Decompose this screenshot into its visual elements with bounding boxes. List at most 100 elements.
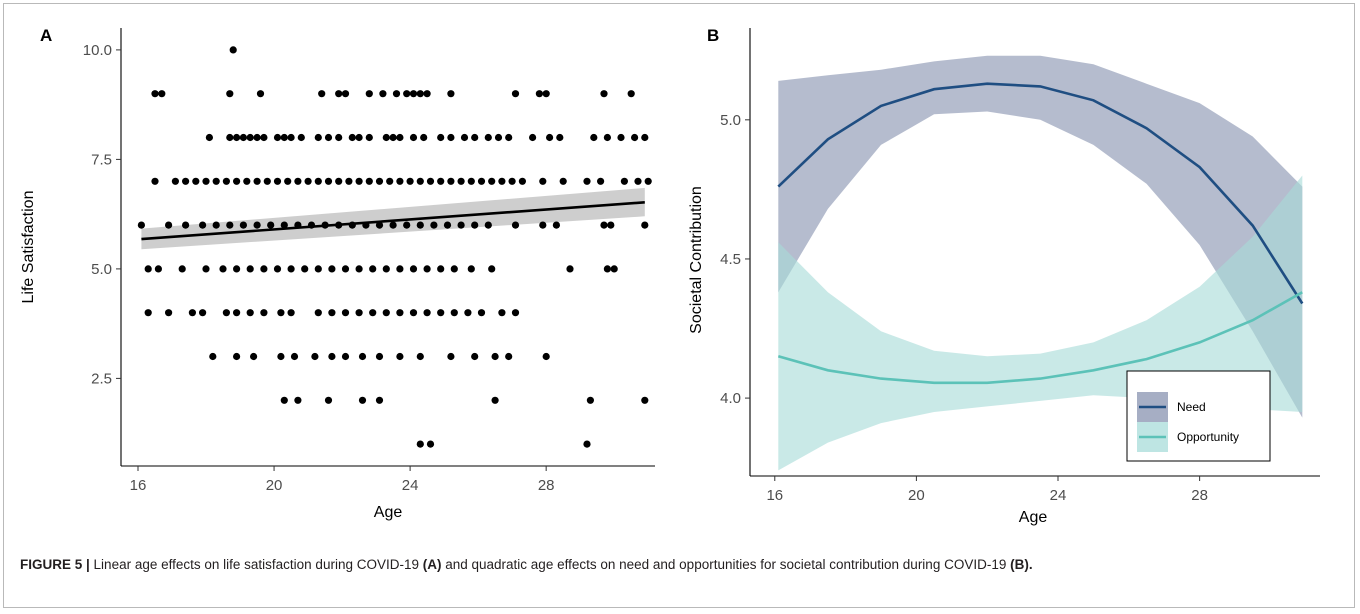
data-point <box>416 440 424 448</box>
data-point <box>396 352 404 361</box>
x-tick-label: 28 <box>538 477 555 494</box>
data-point <box>287 133 295 142</box>
data-point <box>389 133 397 142</box>
x-tick-label: 16 <box>130 477 147 494</box>
data-point <box>341 90 350 98</box>
data-point <box>597 177 605 185</box>
data-point <box>409 133 418 142</box>
data-point <box>406 177 414 185</box>
data-point <box>209 352 217 361</box>
data-point <box>233 265 241 273</box>
data-point <box>233 352 241 361</box>
data-point <box>369 309 377 317</box>
data-point <box>246 309 254 317</box>
data-point <box>192 177 200 185</box>
data-point <box>396 265 404 273</box>
data-point <box>250 352 258 361</box>
data-point <box>182 177 190 185</box>
data-point <box>443 221 452 229</box>
x-tick-label: 24 <box>1050 487 1067 504</box>
data-point <box>447 352 455 361</box>
data-point <box>243 177 251 185</box>
data-point <box>239 133 247 142</box>
data-point <box>631 133 639 142</box>
panel-a-y-axis-title: Life Satisfaction <box>20 191 37 304</box>
data-point <box>603 265 612 273</box>
regression-line <box>141 201 645 241</box>
data-point <box>559 177 567 185</box>
figure-caption: FIGURE 5 | Linear age effects on life sa… <box>20 555 1340 575</box>
data-point <box>290 352 299 361</box>
data-point <box>426 440 435 448</box>
data-point <box>171 177 179 185</box>
data-point <box>409 90 418 98</box>
data-point <box>437 265 445 273</box>
data-point <box>263 177 271 185</box>
data-point <box>375 396 384 404</box>
data-point <box>542 352 550 361</box>
data-point <box>511 309 520 317</box>
data-point <box>154 265 162 273</box>
data-point <box>529 133 537 142</box>
data-point <box>375 221 384 229</box>
data-point <box>396 133 404 142</box>
data-point <box>311 352 319 361</box>
data-point <box>324 133 333 142</box>
data-point <box>199 309 207 317</box>
data-point <box>617 133 625 142</box>
data-point <box>202 265 210 273</box>
data-point <box>416 177 424 185</box>
data-point <box>494 133 503 142</box>
data-point <box>505 352 513 361</box>
data-point <box>457 221 465 229</box>
data-point <box>280 221 288 229</box>
panel-b-letter: B <box>707 26 719 45</box>
data-point <box>260 133 268 142</box>
data-point <box>389 221 397 229</box>
caption-ref-b: (B). <box>1010 557 1033 572</box>
data-point <box>409 309 418 317</box>
data-point <box>426 177 435 185</box>
data-point <box>335 177 343 185</box>
data-point <box>552 221 561 229</box>
data-point <box>246 133 254 142</box>
data-point <box>253 133 261 142</box>
data-point <box>508 177 516 185</box>
data-point <box>423 265 431 273</box>
data-point <box>382 309 390 317</box>
data-point <box>226 90 234 98</box>
data-point <box>355 133 363 142</box>
data-point <box>488 265 496 273</box>
data-point <box>365 177 373 185</box>
x-tick-label: 28 <box>1191 487 1208 504</box>
data-point <box>379 90 387 98</box>
x-tick-label: 20 <box>266 477 283 494</box>
data-point <box>627 90 635 98</box>
legend-need-label: Need <box>1177 400 1206 414</box>
data-point <box>484 221 492 229</box>
data-point <box>246 265 254 273</box>
panel-a-letter: A <box>40 26 52 45</box>
data-point <box>341 309 350 317</box>
data-point <box>511 90 520 98</box>
data-point <box>423 309 431 317</box>
data-point <box>498 309 506 317</box>
data-point <box>358 352 367 361</box>
data-point <box>355 265 363 273</box>
data-point <box>491 396 499 404</box>
data-point <box>229 46 237 54</box>
data-point <box>416 352 424 361</box>
data-point <box>457 177 465 185</box>
figure-svg: A 16 20 24 28 2.5 5.0 7.5 10.0 Age Life Satisf… <box>20 26 1320 526</box>
data-point <box>358 396 367 404</box>
data-point <box>335 90 343 98</box>
data-point <box>416 90 424 98</box>
data-point <box>273 177 282 185</box>
data-point <box>634 177 642 185</box>
data-point <box>314 309 322 317</box>
data-point <box>600 221 608 229</box>
line-need <box>777 82 1304 305</box>
data-point <box>477 309 486 317</box>
data-point <box>137 221 145 229</box>
x-tick-label: 20 <box>908 487 925 504</box>
